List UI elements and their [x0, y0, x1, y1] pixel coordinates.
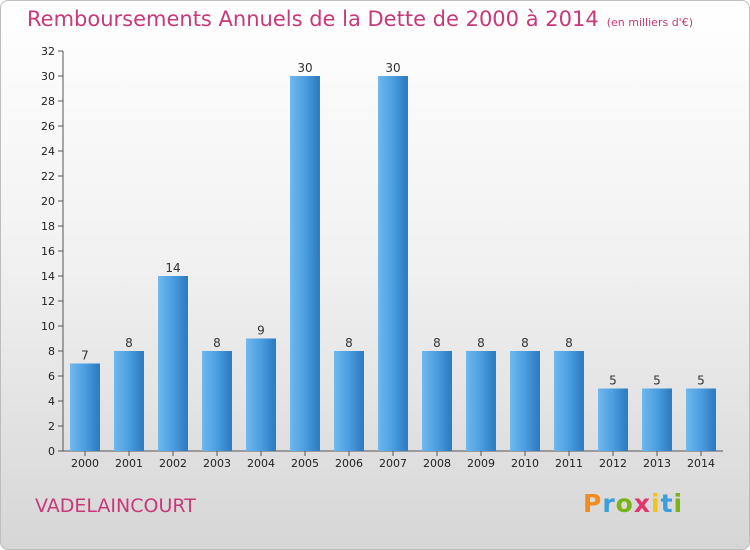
bar — [70, 363, 100, 451]
bar — [554, 351, 584, 451]
bar — [466, 351, 496, 451]
bar-value-label: 8 — [345, 336, 353, 350]
bar-value-label: 8 — [565, 336, 573, 350]
y-tick-label: 32 — [41, 45, 55, 58]
logo-letter: r — [602, 489, 616, 518]
bar-value-label: 9 — [257, 324, 265, 338]
bar-value-label: 8 — [125, 336, 133, 350]
chart-title-main: Remboursements Annuels de la Dette de 20… — [27, 7, 599, 31]
logo-letter: o — [615, 489, 634, 518]
bar-value-label: 8 — [477, 336, 485, 350]
logo-letter: x — [633, 489, 651, 518]
bar — [510, 351, 540, 451]
y-tick-label: 12 — [41, 295, 55, 308]
y-tick-label: 4 — [48, 395, 55, 408]
x-tick-label: 2008 — [423, 457, 451, 470]
bar — [202, 351, 232, 451]
bar — [290, 76, 320, 451]
y-tick-label: 14 — [41, 270, 55, 283]
y-tick-label: 10 — [41, 320, 55, 333]
bar-value-label: 8 — [521, 336, 529, 350]
bar — [598, 388, 628, 451]
bar — [422, 351, 452, 451]
logo-letter: i — [673, 489, 684, 518]
y-tick-label: 2 — [48, 420, 55, 433]
x-tick-label: 2007 — [379, 457, 407, 470]
proxiti-logo: Proxiti — [583, 489, 683, 518]
bar-value-label: 5 — [609, 374, 617, 388]
bar — [246, 338, 276, 451]
y-tick-label: 22 — [41, 170, 55, 183]
bar-value-label: 5 — [653, 374, 661, 388]
commune-name: VADELAINCOURT — [35, 495, 196, 517]
chart-title: Remboursements Annuels de la Dette de 20… — [27, 7, 693, 31]
x-tick-label: 2012 — [599, 457, 627, 470]
x-tick-label: 2009 — [467, 457, 495, 470]
bar-value-label: 8 — [213, 336, 221, 350]
x-tick-label: 2002 — [159, 457, 187, 470]
logo-letter: P — [583, 489, 603, 518]
bar-value-label: 14 — [165, 261, 180, 275]
bar — [686, 388, 716, 451]
y-tick-label: 16 — [41, 245, 55, 258]
bar — [334, 351, 364, 451]
x-tick-label: 2011 — [555, 457, 583, 470]
x-tick-label: 2014 — [687, 457, 715, 470]
bar — [158, 276, 188, 451]
y-tick-label: 26 — [41, 120, 55, 133]
y-tick-label: 0 — [48, 445, 55, 458]
y-tick-label: 28 — [41, 95, 55, 108]
x-tick-label: 2010 — [511, 457, 539, 470]
y-tick-label: 18 — [41, 220, 55, 233]
bar-value-label: 5 — [697, 374, 705, 388]
chart-title-unit: (en milliers d'€) — [606, 16, 693, 29]
y-tick-label: 24 — [41, 145, 55, 158]
y-tick-label: 8 — [48, 345, 55, 358]
logo-letter: i — [651, 489, 661, 518]
bar-value-label: 7 — [81, 349, 89, 363]
bar-value-label: 30 — [385, 61, 400, 75]
logo-letter: t — [660, 489, 674, 518]
bar-value-label: 8 — [433, 336, 441, 350]
x-tick-label: 2004 — [247, 457, 275, 470]
y-tick-label: 30 — [41, 70, 55, 83]
x-tick-label: 2000 — [71, 457, 99, 470]
bar — [378, 76, 408, 451]
bar-value-label: 30 — [297, 61, 312, 75]
x-tick-label: 2006 — [335, 457, 363, 470]
bar — [114, 351, 144, 451]
bar — [642, 388, 672, 451]
x-tick-label: 2013 — [643, 457, 671, 470]
x-tick-label: 2003 — [203, 457, 231, 470]
y-tick-label: 6 — [48, 370, 55, 383]
x-tick-label: 2005 — [291, 457, 319, 470]
x-tick-label: 2001 — [115, 457, 143, 470]
y-tick-label: 20 — [41, 195, 55, 208]
